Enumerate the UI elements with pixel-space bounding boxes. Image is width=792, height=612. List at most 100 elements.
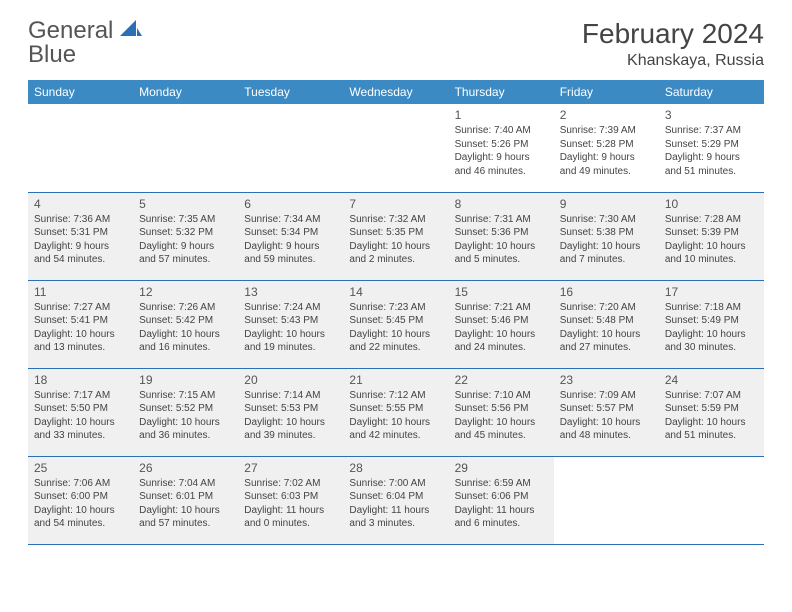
day-cell [133,104,238,192]
daylight-line: Daylight: 10 hours and 39 minutes. [244,416,337,443]
day-cell: 21Sunrise: 7:12 AMSunset: 5:55 PMDayligh… [343,368,448,456]
sunrise-line: Sunrise: 7:04 AM [139,477,232,491]
day-cell: 23Sunrise: 7:09 AMSunset: 5:57 PMDayligh… [554,368,659,456]
day-cell: 29Sunrise: 6:59 AMSunset: 6:06 PMDayligh… [449,456,554,544]
daylight-line: Daylight: 9 hours and 46 minutes. [455,151,548,178]
sunset-line: Sunset: 5:53 PM [244,402,337,416]
day-number: 27 [244,461,337,475]
title-block: February 2024 Khanskaya, Russia [582,18,764,70]
daylight-line: Daylight: 11 hours and 6 minutes. [455,504,548,531]
daylight-line: Daylight: 10 hours and 16 minutes. [139,328,232,355]
day-number: 3 [665,108,758,122]
daylight-line: Daylight: 10 hours and 27 minutes. [560,328,653,355]
sunset-line: Sunset: 5:36 PM [455,226,548,240]
day-number: 9 [560,197,653,211]
daylight-line: Daylight: 10 hours and 36 minutes. [139,416,232,443]
daylight-line: Daylight: 11 hours and 0 minutes. [244,504,337,531]
sunrise-line: Sunrise: 7:20 AM [560,301,653,315]
sunrise-line: Sunrise: 7:00 AM [349,477,442,491]
sunrise-line: Sunrise: 7:26 AM [139,301,232,315]
sunrise-line: Sunrise: 7:10 AM [455,389,548,403]
daylight-line: Daylight: 10 hours and 30 minutes. [665,328,758,355]
day-number: 11 [34,285,127,299]
sunset-line: Sunset: 5:31 PM [34,226,127,240]
day-cell: 7Sunrise: 7:32 AMSunset: 5:35 PMDaylight… [343,192,448,280]
day-cell: 10Sunrise: 7:28 AMSunset: 5:39 PMDayligh… [659,192,764,280]
daylight-line: Daylight: 10 hours and 57 minutes. [139,504,232,531]
day-cell [343,104,448,192]
day-cell [238,104,343,192]
day-cell: 28 Sunrise: 7:00 AMSunset: 6:04 PMDayligh… [343,456,448,544]
day-number: 15 [455,285,548,299]
sunset-line: Sunset: 5:43 PM [244,314,337,328]
day-cell: 8Sunrise: 7:31 AMSunset: 5:36 PMDaylight… [449,192,554,280]
day-number: 28 [349,461,442,475]
sunrise-line: Sunrise: 7:31 AM [455,213,548,227]
sunrise-line: Sunrise: 6:59 AM [455,477,548,491]
week-row: 4 Sunrise: 7:36 AMSunset: 5:31 PM Daylight… [28,192,764,280]
daylight-line: Daylight: 10 hours and 42 minutes. [349,416,442,443]
sunrise-line: Sunrise: 7:32 AM [349,213,442,227]
daylight-line: Daylight: 9 hours and 51 minutes. [665,151,758,178]
daylight-line: Daylight: 10 hours and 19 minutes. [244,328,337,355]
sunset-line: Sunset: 5:50 PM [34,402,127,416]
daylight-line: Daylight: 10 hours and 2 minutes. [349,240,442,267]
sunrise-line: Sunrise: 7:09 AM [560,389,653,403]
week-row: 25Sunrise: 7:06 AMSunset: 6:00 PMDayligh… [28,456,764,544]
day-number: 8 [455,197,548,211]
day-number: 4 [34,197,127,211]
sunset-line: Sunset: 5:28 PM [560,138,653,152]
calendar-body: 1Sunrise: 7:40 AMSunset: 5:26 PMDaylight… [28,104,764,544]
daylight-line: Daylight: 9 hours and 57 minutes. [139,240,232,267]
daylight-line: Daylight: 10 hours and 10 minutes. [665,240,758,267]
sunset-line: Sunset: 6:04 PM [349,490,442,504]
daylight-line: Daylight: 11 hours and 3 minutes. [349,504,442,531]
sunrise-line: Sunrise: 7:24 AM [244,301,337,315]
dayhead-thursday: Thursday [449,80,554,104]
sunrise-line: Sunrise: 7:02 AM [244,477,337,491]
day-cell: 16Sunrise: 7:20 AMSunset: 5:48 PMDayligh… [554,280,659,368]
day-cell: 3Sunrise: 7:37 AMSunset: 5:29 PMDaylight… [659,104,764,192]
day-number: 12 [139,285,232,299]
sunrise-line: Sunrise: 7:34 AM [244,213,337,227]
sunrise-line: Sunrise: 7:39 AM [560,124,653,138]
sunset-line: Sunset: 5:46 PM [455,314,548,328]
sunrise-line: Sunrise: 7:36 AM [34,213,127,227]
week-row: 1Sunrise: 7:40 AMSunset: 5:26 PMDaylight… [28,104,764,192]
sunset-line: Sunset: 6:03 PM [244,490,337,504]
brand-part1: General [28,17,113,44]
sunrise-line: Sunrise: 7:27 AM [34,301,127,315]
day-number: 25 [34,461,127,475]
day-cell: 24Sunrise: 7:07 AMSunset: 5:59 PMDayligh… [659,368,764,456]
day-cell: 12Sunrise: 7:26 AMSunset: 5:42 PMDayligh… [133,280,238,368]
sail-icon [120,20,142,38]
week-row: 18Sunrise: 7:17 AMSunset: 5:50 PMDayligh… [28,368,764,456]
daylight-line: Daylight: 10 hours and 54 minutes. [34,504,127,531]
dayhead-wednesday: Wednesday [343,80,448,104]
day-number: 23 [560,373,653,387]
sunset-line: Sunset: 5:39 PM [665,226,758,240]
dayhead-sunday: Sunday [28,80,133,104]
day-cell: 26Sunrise: 7:04 AMSunset: 6:01 PMDayligh… [133,456,238,544]
sunset-line: Sunset: 5:49 PM [665,314,758,328]
day-cell: 9Sunrise: 7:30 AMSunset: 5:38 PMDaylight… [554,192,659,280]
daylight-line: Daylight: 10 hours and 45 minutes. [455,416,548,443]
location-label: Khanskaya, Russia [582,52,764,70]
month-title: February 2024 [582,18,764,50]
day-number: 29 [455,461,548,475]
day-cell: 22Sunrise: 7:10 AMSunset: 5:56 PMDayligh… [449,368,554,456]
sunrise-line: Sunrise: 7:21 AM [455,301,548,315]
day-cell [554,456,659,544]
sunrise-line: Sunrise: 7:37 AM [665,124,758,138]
sunset-line: Sunset: 5:57 PM [560,402,653,416]
day-number: 6 [244,197,337,211]
day-cell: 4Sunrise: 7:36 AMSunset: 5:31 PMDaylight… [28,192,133,280]
header: General Blue February 2024 Khanskaya, Ru… [28,18,764,70]
sunrise-line: Sunrise: 7:12 AM [349,389,442,403]
sunset-line: Sunset: 5:52 PM [139,402,232,416]
day-number: 22 [455,373,548,387]
sunset-line: Sunset: 5:38 PM [560,226,653,240]
sunset-line: Sunset: 5:48 PM [560,314,653,328]
dayhead-monday: Monday [133,80,238,104]
sunrise-line: Sunrise: 7:07 AM [665,389,758,403]
